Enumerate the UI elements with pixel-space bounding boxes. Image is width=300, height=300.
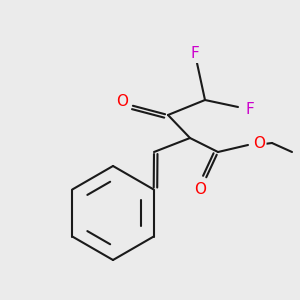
Text: F: F xyxy=(190,46,200,62)
Text: O: O xyxy=(194,182,206,197)
Text: O: O xyxy=(253,136,265,151)
Text: F: F xyxy=(246,101,254,116)
Text: O: O xyxy=(116,94,128,110)
